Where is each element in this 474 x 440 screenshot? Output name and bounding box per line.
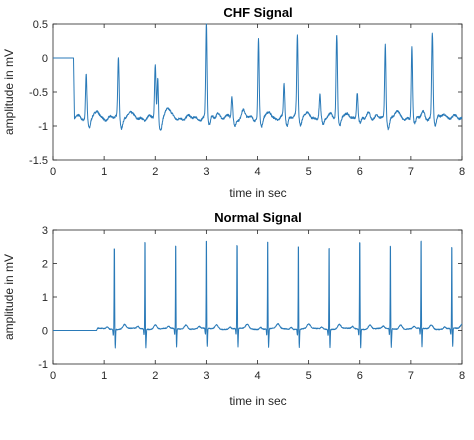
normal-x-tick-label: 7 <box>408 370 414 382</box>
normal-y-tick-label: -1 <box>38 359 48 371</box>
normal-x-tick-label: 2 <box>152 370 158 382</box>
normal-x-tick-label: 0 <box>50 370 56 382</box>
normal-chart-title: Normal Signal <box>214 210 301 225</box>
normal-x-tick-label: 5 <box>306 370 312 382</box>
normal-y-tick-label: 0 <box>42 326 48 338</box>
normal-y-tick-label: 3 <box>42 225 48 237</box>
chf-y-tick-label: -0.5 <box>29 87 48 99</box>
normal-y-tick-label: 1 <box>42 292 48 304</box>
normal-x-tick-label: 6 <box>357 370 363 382</box>
chf-x-tick-label: 4 <box>254 166 260 178</box>
chf-signal-line <box>53 23 463 131</box>
chf-x-tick-label: 6 <box>357 166 363 178</box>
normal-x-axis-label: time in sec <box>229 394 286 408</box>
chf-x-tick-label: 0 <box>50 166 56 178</box>
chf-x-tick-label: 8 <box>459 166 465 178</box>
normal-y-tick-label: 2 <box>42 259 48 271</box>
chf-y-tick-label: -1.5 <box>29 155 48 167</box>
chf-x-tick-label: 2 <box>152 166 158 178</box>
chf-y-tick-label: 0.5 <box>33 19 48 31</box>
chf-chart: CHF Signal 0 1 2 3 4 5 6 7 8 -1.5 -1 -0.5 0 0.5 time … <box>2 5 465 200</box>
chf-x-tick-label: 3 <box>203 166 209 178</box>
normal-x-tick-label: 4 <box>254 370 260 382</box>
normal-x-tick-label: 3 <box>203 370 209 382</box>
chf-y-tick-label: 0 <box>42 53 48 65</box>
chf-y-tick-label: -1 <box>38 121 48 133</box>
chf-x-tick-label: 5 <box>306 166 312 178</box>
normal-y-axis-label: amplitude in mV <box>2 254 16 340</box>
chf-x-tick-label: 1 <box>101 166 107 178</box>
chf-x-tick-label: 7 <box>408 166 414 178</box>
chf-y-axis-label: amplitude in mV <box>2 49 16 135</box>
chf-chart-title: CHF Signal <box>223 5 292 20</box>
normal-x-tick-label: 8 <box>459 370 465 382</box>
chf-x-axis-label: time in sec <box>229 186 286 200</box>
normal-x-tick-label: 1 <box>101 370 107 382</box>
normal-signal-line <box>53 240 463 349</box>
normal-plot-area <box>52 229 463 365</box>
